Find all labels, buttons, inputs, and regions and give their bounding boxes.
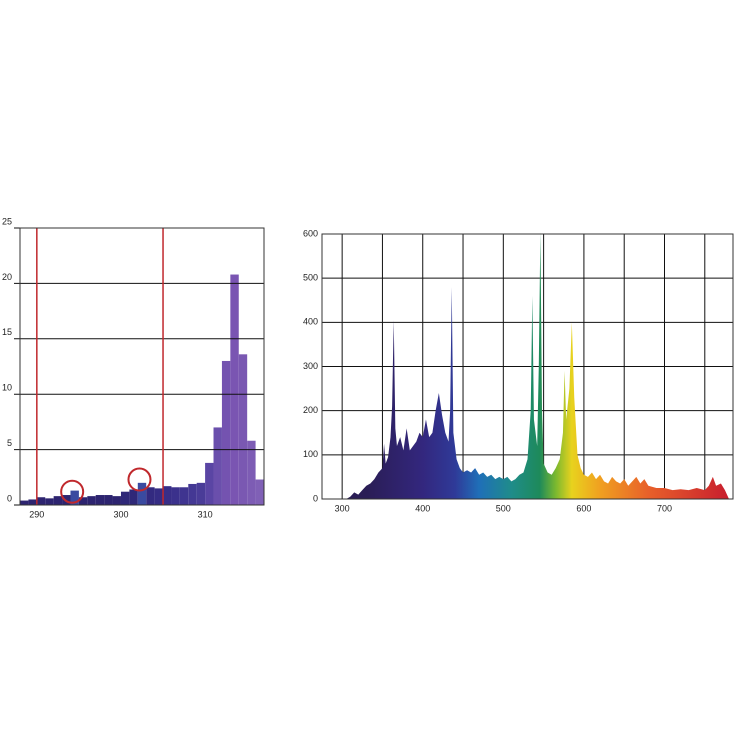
y-tick-label: 200	[303, 405, 318, 415]
bar	[196, 482, 206, 505]
bar	[95, 495, 105, 505]
bar	[213, 427, 222, 505]
x-tick-label: 500	[496, 503, 511, 513]
plot-frame	[321, 233, 734, 500]
y-tick-label: 25	[2, 216, 12, 226]
y-tick-label: 15	[2, 327, 12, 337]
bar	[45, 498, 54, 505]
bar	[238, 354, 248, 505]
bar	[20, 500, 29, 505]
bar	[163, 486, 172, 505]
y-tick-label: 300	[303, 361, 318, 371]
bar	[205, 462, 214, 505]
x-tick-label: 300	[335, 503, 350, 513]
bar	[36, 497, 46, 505]
bar	[120, 491, 130, 505]
bar	[179, 487, 189, 505]
bar	[78, 497, 88, 505]
bar	[247, 440, 256, 505]
bar	[171, 487, 180, 505]
bar	[28, 499, 37, 505]
x-tick-label: 400	[415, 503, 430, 513]
bar	[112, 496, 121, 505]
x-tick-label: 300	[113, 509, 128, 519]
y-tick-label: 20	[2, 272, 12, 282]
y-tick-label: 100	[303, 449, 318, 459]
bar	[255, 479, 264, 505]
y-tick-label: 600	[303, 228, 318, 238]
bar	[70, 490, 79, 505]
spectrum-area	[346, 231, 729, 499]
y-tick-label: 400	[303, 317, 318, 327]
y-tick-label: 0	[313, 493, 318, 503]
x-tick-label: 310	[198, 509, 213, 519]
y-tick-label: 500	[303, 273, 318, 283]
y-tick-label: 10	[2, 383, 12, 393]
y-tick-label: 5	[7, 438, 12, 448]
y-tick-label: 0	[7, 493, 12, 503]
highlight-circle	[127, 467, 152, 492]
x-tick-label: 290	[29, 509, 44, 519]
x-tick-label: 600	[576, 503, 591, 513]
bar	[137, 482, 147, 505]
bar	[221, 360, 231, 505]
bar	[146, 487, 155, 505]
bar	[53, 496, 63, 505]
bar	[188, 483, 197, 505]
highlight-circle	[60, 479, 85, 504]
bar	[87, 496, 96, 505]
bar	[230, 274, 239, 505]
bar	[129, 489, 138, 505]
bar	[154, 488, 164, 505]
bar	[104, 495, 113, 505]
plot-frame	[19, 227, 265, 506]
x-tick-label: 700	[657, 503, 672, 513]
